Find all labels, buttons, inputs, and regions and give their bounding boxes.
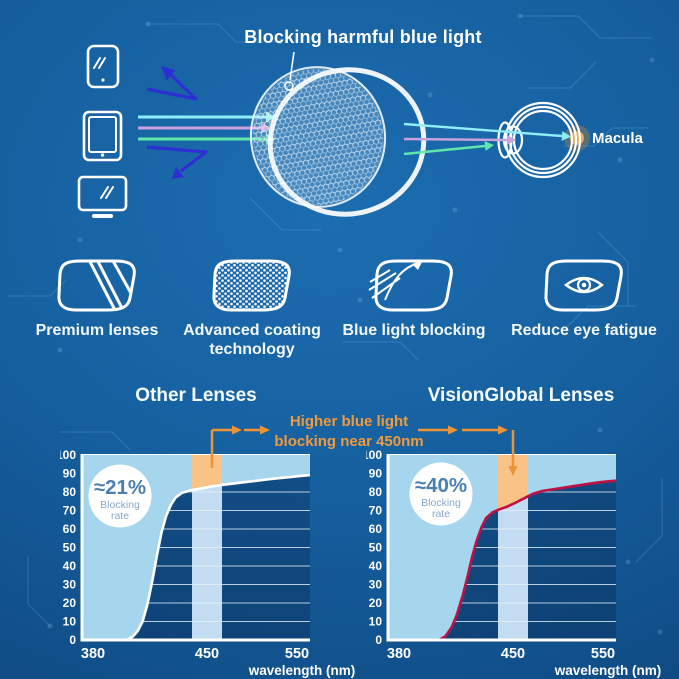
annotation-line1: Higher blue light bbox=[289, 413, 409, 430]
premium-lenses-icon bbox=[0, 256, 197, 314]
smartphone-icon bbox=[86, 44, 120, 89]
y-tick-label: 70 bbox=[369, 504, 383, 518]
y-tick-label: 80 bbox=[369, 485, 383, 499]
other-lenses-chart-svg: 0 10 20 30 40 50 60 70 80 90 100 380 450 550wavelengt… bbox=[60, 448, 356, 678]
visionglobal-lenses-chart-svg: 0 10 20 30 40 50 60 70 80 90 100 380 450 550wavelengt… bbox=[366, 448, 662, 678]
x-axis-title: wavelength (nm) bbox=[554, 663, 662, 678]
annotation-higher-blocking: Higher blue light blocking near 450nm bbox=[253, 412, 445, 452]
y-tick-label: 70 bbox=[63, 504, 77, 518]
badge-label: rate bbox=[432, 508, 450, 520]
y-tick-label: 50 bbox=[63, 541, 77, 555]
y-tick-label: 40 bbox=[369, 559, 383, 573]
coating-technology-icon bbox=[152, 256, 352, 314]
y-tick-label: 90 bbox=[369, 467, 383, 481]
arrowhead bbox=[506, 135, 516, 145]
y-tick-label: 20 bbox=[369, 596, 383, 610]
feature-label: Reduce eye fatigue bbox=[511, 322, 657, 339]
y-tick-label: 20 bbox=[63, 596, 77, 610]
chart-title-visionglobal-lenses: VisionGlobal Lenses bbox=[427, 385, 615, 406]
y-tick-label: 30 bbox=[369, 578, 383, 592]
feature-advanced-coating: Advanced coating technology bbox=[152, 256, 352, 359]
x-tick-label: 450 bbox=[195, 646, 219, 662]
feature-reduce-eye-fatigue: Reduce eye fatigue bbox=[484, 256, 679, 340]
blocking-curve bbox=[82, 473, 311, 642]
y-tick-label: 50 bbox=[369, 541, 383, 555]
x-axis-title: wavelength (nm) bbox=[248, 663, 356, 678]
y-tick-label: 0 bbox=[375, 633, 382, 647]
y-tick-label: 80 bbox=[63, 485, 77, 499]
y-tick-label: 30 bbox=[63, 578, 77, 592]
band-blocked-orange bbox=[192, 455, 222, 491]
x-tick-label: 380 bbox=[387, 646, 411, 662]
arrowhead bbox=[561, 131, 571, 141]
x-tick-label: 550 bbox=[591, 646, 615, 662]
badge-value: ≈40% bbox=[415, 474, 467, 497]
blocked-blue-light-arrows bbox=[146, 66, 208, 179]
reduce-eye-fatigue-icon bbox=[484, 256, 679, 314]
annotation-connector-arrows bbox=[210, 425, 518, 476]
arrowhead bbox=[484, 141, 494, 151]
chart-other-lenses: 0 10 20 30 40 50 60 70 80 90 100 380 450 550wavelengt… bbox=[60, 443, 360, 679]
blocking-rate-badge bbox=[88, 464, 152, 528]
blue-light-blocking-icon bbox=[314, 256, 514, 314]
blue-light-diagram bbox=[77, 44, 590, 218]
hero-title: Blocking harmful blue light bbox=[244, 27, 482, 47]
y-tick-label: 100 bbox=[60, 448, 76, 462]
y-tick-label: 10 bbox=[369, 615, 383, 629]
feature-blue-light-blocking: Blue light blocking bbox=[314, 256, 514, 340]
tablet-icon bbox=[82, 110, 123, 162]
badge-label: Blocking bbox=[421, 497, 461, 509]
feature-premium-lenses: Premium lenses bbox=[0, 256, 197, 340]
y-tick-label: 40 bbox=[63, 559, 77, 573]
chart-visionglobal-lenses: 0 10 20 30 40 50 60 70 80 90 100 380 450 550wavelengt… bbox=[366, 443, 666, 679]
band-blocked-orange bbox=[498, 455, 528, 510]
chart-title-other-lenses: Other Lenses bbox=[135, 385, 257, 406]
y-tick-label: 60 bbox=[369, 522, 383, 536]
badge-label: Blocking bbox=[100, 499, 140, 511]
x-tick-label: 450 bbox=[501, 646, 525, 662]
feature-label: Premium lenses bbox=[35, 322, 159, 339]
x-tick-label: 550 bbox=[285, 646, 309, 662]
eye-diagram bbox=[403, 101, 590, 179]
badge-label: rate bbox=[111, 510, 129, 522]
x-tick-label: 380 bbox=[81, 646, 105, 662]
feature-label: Advanced coating technology bbox=[183, 322, 321, 358]
macula-label: Macula bbox=[592, 130, 643, 147]
monitor-icon bbox=[77, 175, 128, 218]
y-tick-label: 100 bbox=[366, 448, 382, 462]
feature-label: Blue light blocking bbox=[342, 322, 486, 339]
coated-lens-illustration bbox=[249, 66, 427, 217]
y-tick-label: 60 bbox=[63, 522, 77, 536]
y-tick-label: 90 bbox=[63, 467, 77, 481]
blocking-rate-badge bbox=[409, 462, 473, 526]
annotation-line2: blocking near 450nm bbox=[274, 433, 424, 450]
badge-value: ≈21% bbox=[94, 476, 146, 499]
y-tick-label: 0 bbox=[69, 633, 76, 647]
y-tick-label: 10 bbox=[63, 615, 77, 629]
blocking-curve bbox=[388, 479, 617, 642]
